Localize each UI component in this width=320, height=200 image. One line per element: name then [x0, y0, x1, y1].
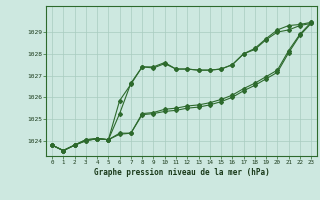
X-axis label: Graphe pression niveau de la mer (hPa): Graphe pression niveau de la mer (hPa) [94, 168, 269, 177]
